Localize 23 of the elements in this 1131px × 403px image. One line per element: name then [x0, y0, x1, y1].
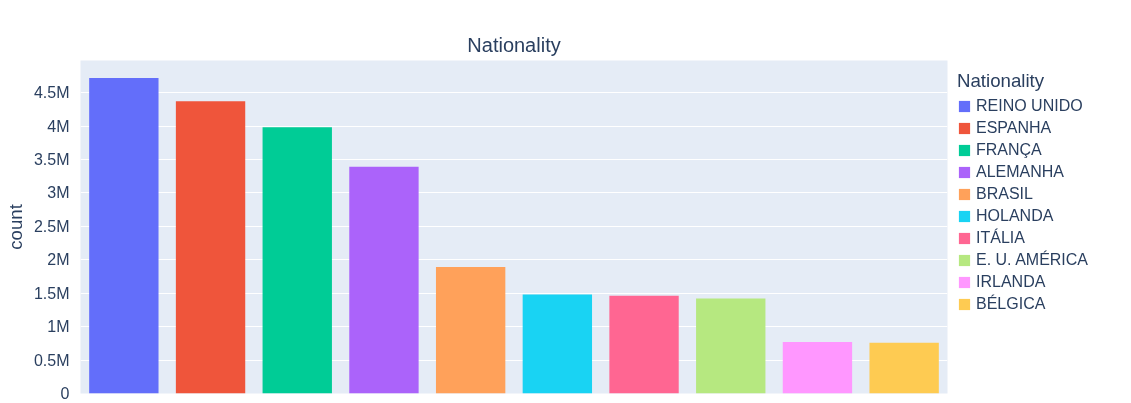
legend-label: IRLANDA: [976, 273, 1046, 291]
legend-label: ITÁLIA: [976, 229, 1025, 247]
y-tick-label: 1.5M: [33, 284, 70, 302]
legend-label: ALEMANHA: [976, 163, 1065, 181]
y-tick-label: 3.5M: [33, 150, 70, 168]
legend-label: FRANÇA: [976, 141, 1042, 159]
legend-label: HOLANDA: [976, 207, 1054, 225]
legend-label: REINO UNIDO: [976, 97, 1083, 115]
y-tick-label: 4.5M: [33, 84, 70, 102]
y-tick-label: 2.5M: [33, 217, 70, 235]
y-tick-label: 0: [60, 384, 70, 402]
chart-title: Nationality: [467, 33, 561, 56]
legend-label: E. U. AMÉRICA: [976, 251, 1089, 269]
legend-label: BRASIL: [976, 185, 1033, 203]
y-tick-label: 2M: [47, 251, 70, 269]
y-tick-label: 0.5M: [33, 351, 70, 369]
y-tick-label: 1M: [47, 318, 70, 336]
y-axis-title: count: [4, 203, 26, 250]
legend-title: Nationality: [957, 70, 1046, 92]
y-tick-label: 4M: [47, 117, 70, 135]
legend-label: ESPANHA: [976, 119, 1052, 137]
legend-label: BÉLGICA: [976, 295, 1046, 313]
y-tick-label: 3M: [47, 184, 70, 202]
